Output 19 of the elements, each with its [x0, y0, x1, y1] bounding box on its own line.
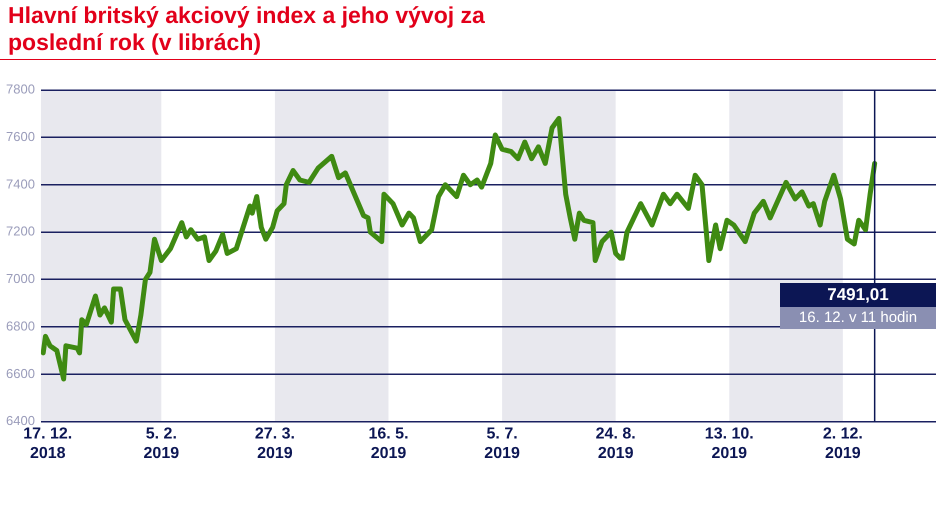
- y-tick-label: 7800: [6, 82, 35, 97]
- x-tick-label: 24. 8. 2019: [596, 426, 636, 462]
- x-tick-label: 17. 12. 2018: [23, 426, 72, 462]
- x-tick-label: 16. 5. 2019: [368, 426, 409, 462]
- x-tick-label: 2. 12. 2019: [822, 426, 863, 462]
- y-tick-label: 6400: [6, 413, 35, 428]
- x-tick-label: 5. 2. 2019: [144, 426, 180, 462]
- ref-line-label: 16. 12. v 11 hodin: [780, 307, 936, 329]
- y-tick-label: 7400: [6, 176, 35, 192]
- y-tick-label: 6800: [6, 318, 35, 334]
- y-tick-label: 6600: [6, 366, 35, 381]
- y-tick-label: 7600: [6, 128, 35, 144]
- y-tick-label: 7200: [6, 224, 35, 239]
- x-tick-label: 5. 7. 2019: [484, 426, 520, 462]
- annotation: 7491,01: [780, 283, 936, 307]
- chart-title: Hlavní britský akciový index a jeho vývoj za poslední rok (v librách): [8, 2, 486, 56]
- x-tick-label: 13. 10. 2019: [704, 426, 754, 462]
- x-tick-label: 27. 3. 2019: [254, 426, 295, 462]
- y-tick-label: 7000: [6, 271, 35, 286]
